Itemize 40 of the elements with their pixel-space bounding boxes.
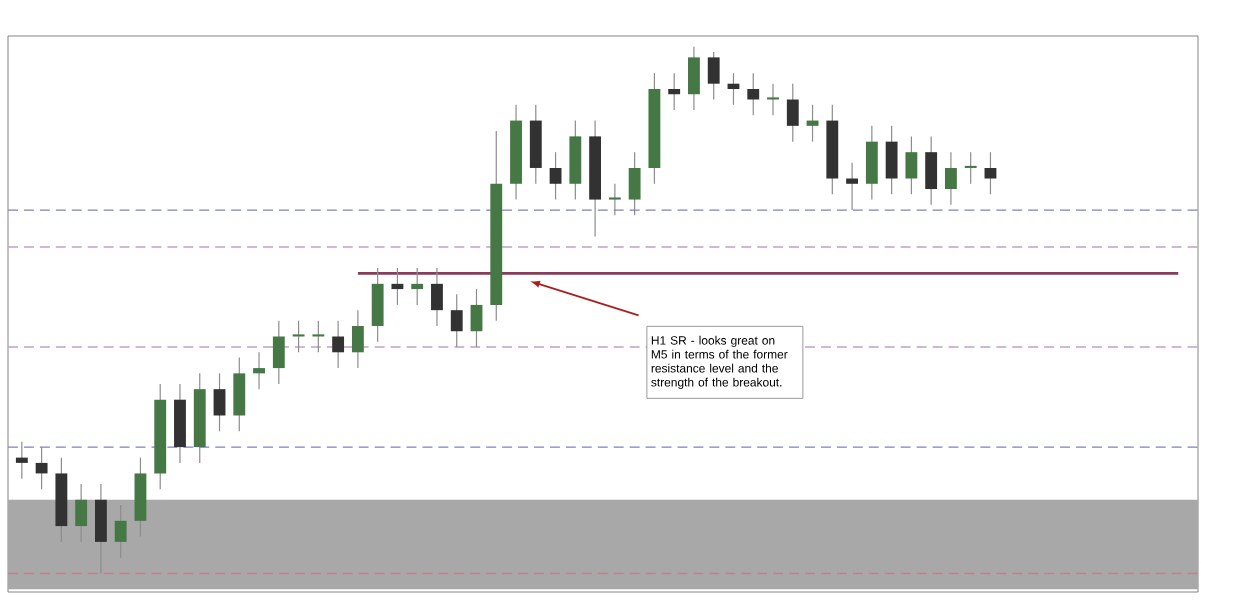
candlestick	[925, 135, 938, 206]
candlestick	[747, 72, 760, 116]
candlestick	[549, 151, 562, 201]
candlestick	[253, 351, 265, 390]
candlestick	[707, 51, 720, 101]
candlestick	[767, 83, 779, 116]
candlestick	[964, 151, 977, 185]
candlestick	[114, 504, 127, 559]
candlestick	[984, 151, 997, 195]
candlestick	[786, 83, 799, 143]
candlestick	[846, 162, 859, 211]
candlestick	[174, 383, 186, 464]
candlestick	[450, 293, 463, 348]
candlestick	[332, 320, 345, 369]
candlestick	[312, 320, 325, 353]
candlestick	[668, 72, 681, 111]
candlestick	[944, 151, 957, 206]
candlestick	[233, 356, 246, 432]
candlestick	[885, 125, 898, 195]
candlestick	[75, 483, 88, 543]
candlestick	[292, 320, 305, 353]
candlestick	[35, 446, 48, 490]
candlestick	[865, 125, 878, 201]
candlestick	[431, 267, 443, 327]
candlestick	[470, 288, 483, 348]
candlestick	[15, 441, 28, 480]
candlestick	[134, 457, 147, 538]
candlestick	[272, 320, 285, 385]
candlestick	[94, 483, 107, 575]
candlestick	[371, 267, 384, 343]
candlestick	[391, 267, 404, 306]
candlestick	[569, 119, 582, 201]
candlestick	[628, 151, 641, 216]
candlestick	[351, 309, 364, 369]
candlestick	[213, 372, 226, 432]
candlestick	[608, 183, 621, 216]
candlestick	[905, 135, 918, 195]
candlestick	[688, 46, 700, 111]
candlestick	[529, 104, 542, 185]
candlestick	[411, 267, 424, 306]
